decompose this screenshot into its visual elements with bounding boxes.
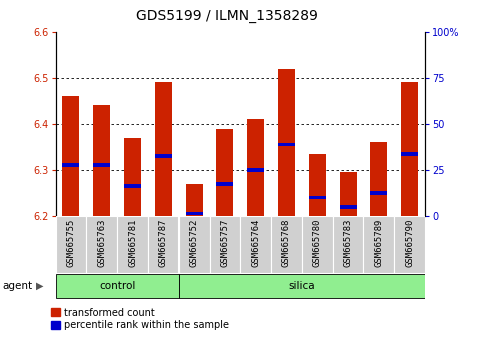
- Text: GSM665755: GSM665755: [67, 219, 75, 267]
- Bar: [309, 196, 326, 199]
- Bar: [247, 168, 264, 172]
- Bar: [185, 184, 202, 216]
- Bar: [93, 164, 110, 167]
- Bar: [86, 216, 117, 273]
- Text: GSM665752: GSM665752: [190, 219, 199, 267]
- Bar: [401, 82, 418, 216]
- Bar: [185, 212, 202, 216]
- Bar: [155, 82, 172, 216]
- Text: GSM665787: GSM665787: [159, 219, 168, 267]
- Text: GSM665789: GSM665789: [374, 219, 384, 267]
- Bar: [56, 274, 179, 298]
- Text: GSM665768: GSM665768: [282, 219, 291, 267]
- Bar: [93, 105, 110, 216]
- Bar: [278, 69, 295, 216]
- Legend: transformed count, percentile rank within the sample: transformed count, percentile rank withi…: [51, 308, 229, 330]
- Bar: [179, 216, 210, 273]
- Bar: [364, 216, 394, 273]
- Text: GSM665763: GSM665763: [97, 219, 106, 267]
- Bar: [240, 216, 271, 273]
- Text: GSM665783: GSM665783: [343, 219, 353, 267]
- Bar: [401, 152, 418, 156]
- Bar: [394, 216, 425, 273]
- Bar: [247, 119, 264, 216]
- Bar: [124, 184, 141, 188]
- Bar: [340, 205, 356, 209]
- Text: ▶: ▶: [36, 281, 44, 291]
- Bar: [271, 216, 302, 273]
- Text: GSM665757: GSM665757: [220, 219, 229, 267]
- Bar: [56, 216, 86, 273]
- Text: agent: agent: [2, 281, 32, 291]
- Text: control: control: [99, 281, 135, 291]
- Text: GSM665781: GSM665781: [128, 219, 137, 267]
- Bar: [216, 129, 233, 216]
- Bar: [216, 182, 233, 185]
- Text: GDS5199 / ILMN_1358289: GDS5199 / ILMN_1358289: [136, 9, 318, 23]
- Bar: [155, 154, 172, 158]
- Bar: [179, 274, 425, 298]
- Bar: [117, 216, 148, 273]
- Bar: [210, 216, 240, 273]
- Bar: [370, 191, 387, 195]
- Text: GSM665790: GSM665790: [405, 219, 414, 267]
- Bar: [370, 142, 387, 216]
- Text: silica: silica: [288, 281, 315, 291]
- Bar: [340, 172, 356, 216]
- Bar: [333, 216, 364, 273]
- Bar: [62, 96, 79, 216]
- Bar: [148, 216, 179, 273]
- Text: GSM665780: GSM665780: [313, 219, 322, 267]
- Bar: [124, 138, 141, 216]
- Bar: [309, 154, 326, 216]
- Text: GSM665764: GSM665764: [251, 219, 260, 267]
- Bar: [302, 216, 333, 273]
- Bar: [62, 164, 79, 167]
- Bar: [278, 143, 295, 147]
